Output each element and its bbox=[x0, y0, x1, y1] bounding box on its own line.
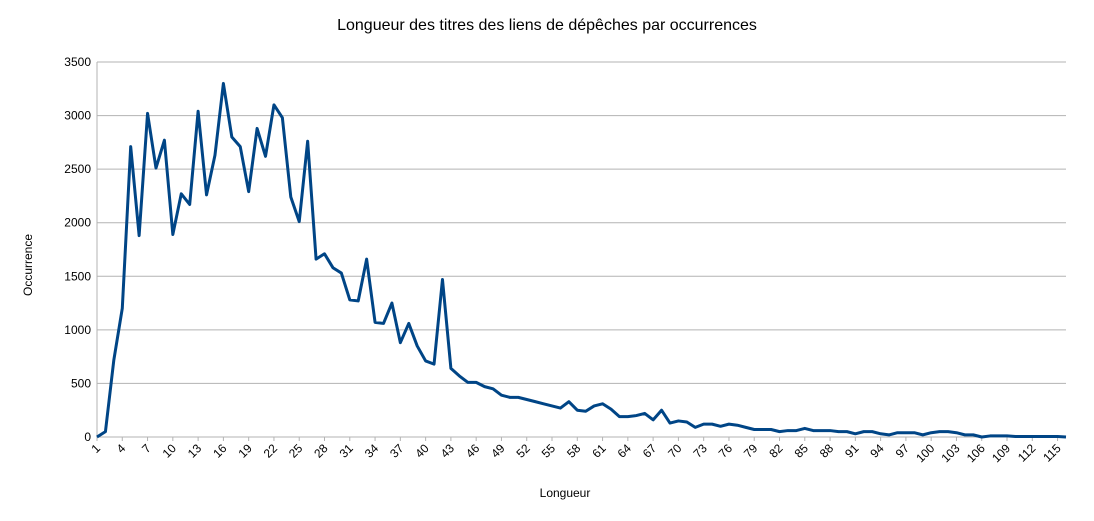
x-tick-label: 91 bbox=[842, 441, 862, 461]
x-tick-label: 4 bbox=[114, 441, 129, 456]
y-tick-label: 1000 bbox=[64, 323, 91, 337]
y-tick-label: 0 bbox=[84, 430, 91, 444]
x-tick-label: 100 bbox=[913, 441, 937, 465]
x-tick-label: 64 bbox=[615, 441, 635, 461]
x-tick-label: 109 bbox=[989, 441, 1013, 465]
x-tick-label: 13 bbox=[185, 441, 205, 461]
x-tick-label: 61 bbox=[589, 441, 609, 461]
y-tick-label: 3000 bbox=[64, 109, 91, 123]
x-tick-label: 19 bbox=[235, 441, 255, 461]
x-tick-label: 55 bbox=[539, 441, 559, 461]
y-tick-label: 1500 bbox=[64, 269, 91, 283]
x-tick-label: 85 bbox=[792, 441, 812, 461]
x-tick-label: 46 bbox=[463, 441, 483, 461]
x-tick-label: 40 bbox=[412, 441, 432, 461]
x-tick-label: 28 bbox=[311, 441, 331, 461]
x-tick-label: 49 bbox=[488, 441, 508, 461]
x-tick-label: 112 bbox=[1015, 441, 1039, 465]
x-tick-label: 16 bbox=[210, 441, 230, 461]
y-tick-label: 500 bbox=[71, 376, 91, 390]
x-tick-label: 79 bbox=[741, 441, 761, 461]
x-tick-label: 88 bbox=[817, 441, 837, 461]
x-tick-label: 31 bbox=[337, 441, 357, 461]
x-tick-label: 52 bbox=[514, 441, 534, 461]
y-tick-label: 2000 bbox=[64, 216, 91, 230]
y-tick-label: 2500 bbox=[64, 162, 91, 176]
x-tick-label: 22 bbox=[261, 441, 281, 461]
x-tick-label: 1 bbox=[88, 441, 103, 456]
x-tick-label: 94 bbox=[867, 441, 887, 461]
x-tick-label: 58 bbox=[564, 441, 584, 461]
y-tick-label: 3500 bbox=[64, 55, 91, 69]
x-tick-label: 106 bbox=[964, 441, 988, 465]
x-axis-label: Longueur bbox=[540, 486, 591, 500]
x-tick-label: 25 bbox=[286, 441, 306, 461]
x-tick-label: 82 bbox=[766, 441, 786, 461]
x-tick-label: 115 bbox=[1040, 441, 1064, 465]
x-tick-label: 97 bbox=[893, 441, 913, 461]
x-tick-label: 67 bbox=[640, 441, 660, 461]
x-tick-label: 34 bbox=[362, 441, 382, 461]
data-line bbox=[96, 81, 1067, 439]
x-tick-label: 43 bbox=[438, 441, 458, 461]
chart-title: Longueur des titres des liens de dépêche… bbox=[337, 17, 757, 34]
x-tick-label: 70 bbox=[665, 441, 685, 461]
x-tick-label: 73 bbox=[690, 441, 710, 461]
x-tick-label: 10 bbox=[160, 441, 180, 461]
x-tick-label: 7 bbox=[139, 441, 154, 456]
x-tick-label: 37 bbox=[387, 441, 407, 461]
y-axis-label: Occurrence bbox=[21, 234, 35, 296]
x-tick-label: 103 bbox=[939, 441, 963, 465]
x-tick-label: 76 bbox=[716, 441, 736, 461]
